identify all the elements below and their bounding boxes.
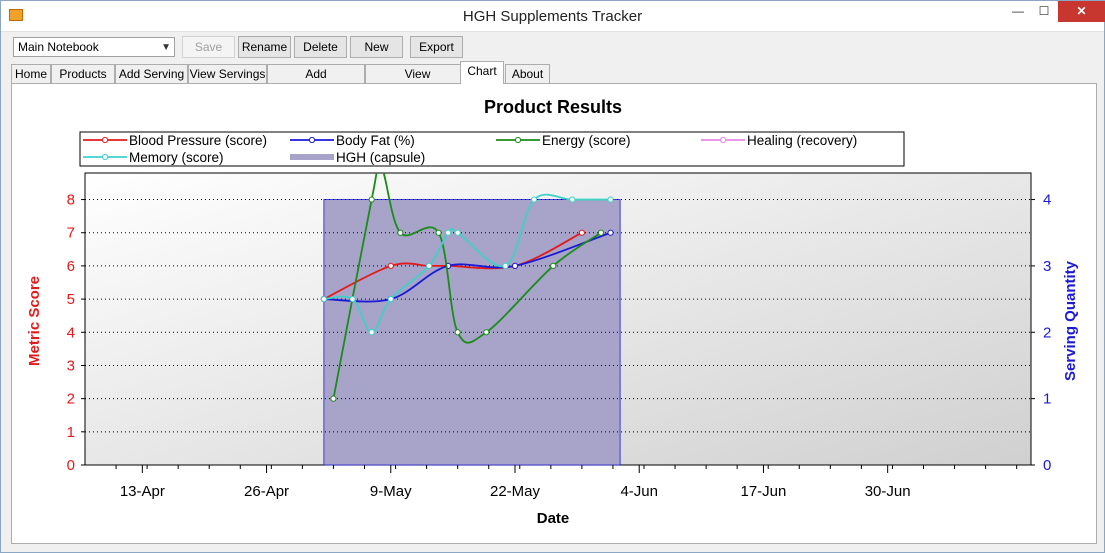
hgh-bar <box>323 199 621 466</box>
data-point-blood-pressure-score <box>578 229 585 236</box>
rename-button[interactable]: Rename <box>238 36 291 58</box>
tab-about[interactable]: About <box>505 64 550 83</box>
legend-label: Memory (score) <box>129 150 224 165</box>
tab-products[interactable]: Products <box>51 64 115 83</box>
export-button[interactable]: Export <box>410 36 463 58</box>
legend-marker <box>101 153 109 161</box>
maximize-button[interactable]: ☐ <box>1038 4 1050 18</box>
x-tick-label: 22-May <box>490 483 541 500</box>
chart-title: Product Results <box>484 97 622 117</box>
data-point-memory-score <box>454 229 461 236</box>
data-point-energy-score <box>550 262 557 270</box>
delete-button[interactable]: Delete <box>294 36 347 58</box>
left-tick-label: 7 <box>67 225 75 242</box>
left-tick-label: 6 <box>67 258 75 275</box>
chart-legend: Blood Pressure (score) Body Fat (%) Energy… <box>79 131 905 167</box>
legend-label: HGH (capsule) <box>336 150 425 165</box>
data-point-energy-score <box>330 395 337 402</box>
legend-swatch <box>290 154 334 160</box>
tab-add-measurement[interactable]: Add Measurement <box>267 64 365 100</box>
x-tick-label: 17-Jun <box>741 483 787 500</box>
left-tick-label: 8 <box>67 192 75 209</box>
notebook-select[interactable]: Main Notebook ▼ <box>13 37 175 57</box>
data-point-memory-score <box>607 196 614 203</box>
right-tick-label: 0 <box>1043 457 1051 474</box>
data-point-memory-score <box>349 295 356 303</box>
legend-label: Energy (score) <box>542 133 631 148</box>
data-point-blood-pressure-score <box>387 262 394 270</box>
data-point-memory-score <box>445 229 452 236</box>
x-tick-label: 9-May <box>370 483 412 500</box>
data-point-memory-score <box>425 262 433 270</box>
data-point-energy-score <box>397 229 404 236</box>
left-axis-label: Metric Score <box>26 276 43 366</box>
data-point-energy-score <box>454 329 461 336</box>
right-tick-label: 2 <box>1043 324 1051 341</box>
tab-home[interactable]: Home <box>11 64 51 83</box>
data-point-energy-score <box>435 229 442 236</box>
legend-marker <box>101 136 109 144</box>
data-point-memory-score <box>368 329 375 336</box>
title-bar: HGH Supplements Tracker — ☐ ✕ <box>1 1 1105 32</box>
data-point-memory-score <box>502 262 509 270</box>
left-tick-label: 1 <box>67 424 75 441</box>
data-point-body-fat <box>511 262 519 270</box>
data-point-energy-score <box>368 196 375 203</box>
left-tick-label: 3 <box>67 357 75 374</box>
tab-add-serving[interactable]: Add Serving <box>115 64 188 83</box>
data-point-energy-score <box>483 329 490 336</box>
tab-chart[interactable]: Chart <box>460 61 504 84</box>
legend-box <box>79 131 905 167</box>
close-button[interactable]: ✕ <box>1058 1 1105 22</box>
right-tick-label: 4 <box>1043 192 1051 209</box>
legend-marker <box>514 136 522 144</box>
x-tick-label: 30-Jun <box>865 483 911 500</box>
legend-label: Healing (recovery) <box>747 133 857 148</box>
new-button[interactable]: New <box>350 36 403 58</box>
right-axis-label: Serving Quantity <box>1062 260 1079 381</box>
tab-view-measurements[interactable]: View Measurements <box>365 64 470 100</box>
data-point-memory-score <box>569 196 576 203</box>
legend-label: Body Fat (%) <box>336 133 415 148</box>
left-tick-label: 4 <box>67 324 75 341</box>
app-icon <box>9 9 23 21</box>
right-tick-label: 1 <box>1043 391 1051 408</box>
data-point-memory-score <box>531 196 538 203</box>
data-point-memory-score <box>387 295 394 303</box>
data-point-body-fat <box>607 229 614 236</box>
notebook-select-value: Main Notebook <box>18 40 99 54</box>
data-point-memory-score <box>320 295 327 303</box>
product-results-chart: Product Results Blood Pressure (score) Bo… <box>26 97 1079 527</box>
left-tick-label: 2 <box>67 391 75 408</box>
left-tick-label: 5 <box>67 291 75 308</box>
minimize-button[interactable]: — <box>1012 4 1024 18</box>
data-point-energy-score <box>597 229 605 236</box>
legend-marker <box>308 136 316 144</box>
right-tick-label: 3 <box>1043 258 1051 275</box>
left-tick-label: 0 <box>67 457 75 474</box>
chevron-down-icon: ▼ <box>161 42 171 53</box>
window-title: HGH Supplements Tracker <box>462 8 643 25</box>
x-axis-label: Date <box>537 510 570 527</box>
tab-view-servings[interactable]: View Servings <box>188 64 267 83</box>
save-button[interactable]: Save <box>182 36 235 58</box>
legend-marker <box>719 136 727 144</box>
x-tick-label: 4-Jun <box>620 483 658 500</box>
legend-label: Blood Pressure (score) <box>129 133 267 148</box>
x-tick-label: 26-Apr <box>244 483 289 500</box>
x-tick-label: 13-Apr <box>120 483 165 500</box>
